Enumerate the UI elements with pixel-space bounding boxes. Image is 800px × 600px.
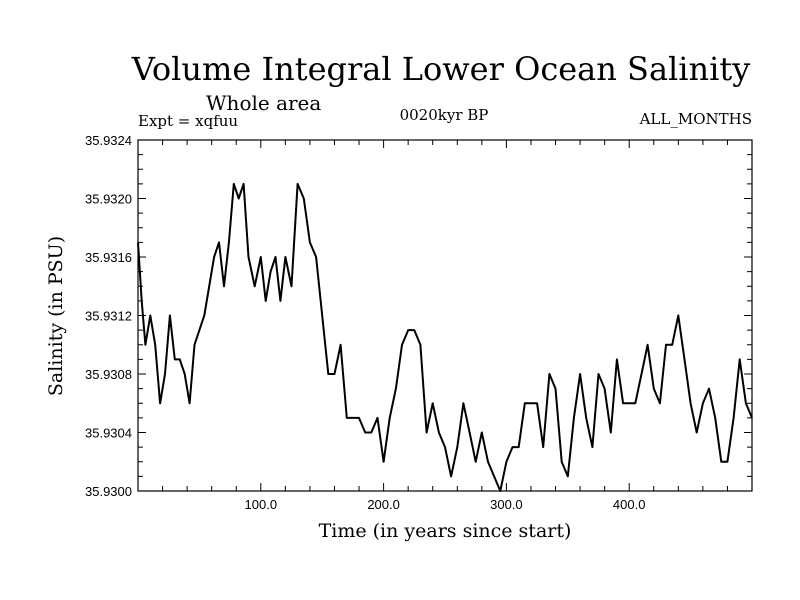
axis-ticks	[138, 140, 752, 491]
x-tick-label: 200.0	[367, 497, 400, 512]
period-label: 0020kyr BP	[400, 106, 489, 124]
y-tick-label: 35.9324	[85, 133, 132, 148]
x-axis-label: Time (in years since start)	[319, 520, 572, 542]
x-tick-label: 100.0	[245, 497, 278, 512]
y-tick-label: 35.9312	[85, 309, 132, 324]
chart-subtitle: Whole area	[206, 91, 321, 115]
y-tick-label: 35.9316	[85, 250, 132, 265]
months-label: ALL_MONTHS	[639, 110, 752, 128]
axis-tick-labels: 100.0 200.0 300.0 400.0 35.9300 35.9304 35.930…	[85, 133, 645, 512]
salinity-series-line	[137, 182, 753, 492]
y-tick-label: 35.9308	[85, 367, 132, 382]
y-tick-label: 35.9300	[85, 484, 132, 499]
y-tick-label: 35.9304	[85, 426, 132, 441]
chart-title: Volume Integral Lower Ocean Salinity	[131, 50, 751, 88]
y-tick-label: 35.9320	[85, 192, 132, 207]
plot-frame	[137, 139, 753, 492]
x-tick-label: 300.0	[490, 497, 523, 512]
experiment-label: Expt = xqfuu	[138, 112, 238, 130]
y-axis-label: Salinity (in PSU)	[45, 236, 67, 396]
x-tick-label: 400.0	[613, 497, 646, 512]
